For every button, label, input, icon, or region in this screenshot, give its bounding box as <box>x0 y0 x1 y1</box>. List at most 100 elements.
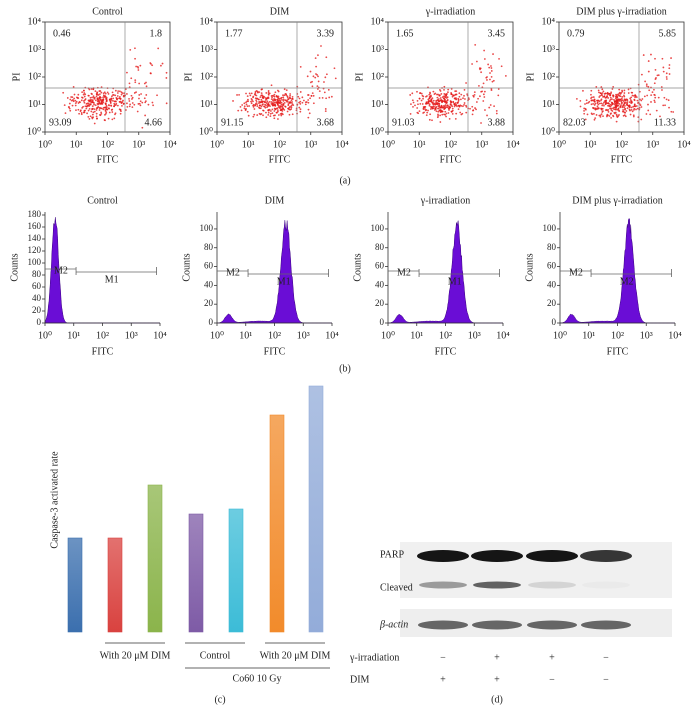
event-dot <box>443 92 446 95</box>
event-dot <box>77 108 80 111</box>
event-dot <box>160 64 162 67</box>
event-dot <box>273 110 276 112</box>
x-tick-label: 10⁴ <box>506 139 520 150</box>
event-dot <box>276 102 278 104</box>
event-dot <box>618 109 620 112</box>
event-dot <box>489 78 491 81</box>
event-dot <box>430 105 432 108</box>
event-dot <box>104 113 106 116</box>
event-dot <box>277 90 280 93</box>
event-dot <box>267 103 269 106</box>
event-dot <box>314 76 317 79</box>
event-dot <box>429 92 431 95</box>
event-dot <box>254 90 257 93</box>
event-dot <box>607 97 610 99</box>
event-dot <box>273 95 276 98</box>
event-dot <box>267 91 270 94</box>
event-dot <box>115 96 118 99</box>
y-tick-label: 10³ <box>200 44 213 55</box>
event-dot <box>584 107 587 110</box>
x-tick-label: 10³ <box>132 139 145 150</box>
event-dot <box>632 115 635 118</box>
event-dot <box>614 112 616 115</box>
event-dot <box>437 113 439 116</box>
event-dot <box>125 93 128 95</box>
event-dot <box>128 82 131 85</box>
row-label: γ-irradiation <box>349 652 399 663</box>
y-tick-label: 160 <box>28 221 42 231</box>
event-dot <box>615 104 618 107</box>
event-dot <box>483 58 486 60</box>
event-dot <box>437 105 440 107</box>
event-dot <box>130 94 133 97</box>
event-dot <box>120 101 123 104</box>
event-dot <box>483 96 486 98</box>
event-dot <box>439 99 442 102</box>
event-dot <box>299 103 302 105</box>
event-dot <box>87 109 90 112</box>
event-dot <box>265 116 268 119</box>
event-dot <box>108 111 111 114</box>
event-dot <box>64 112 67 115</box>
event-dot <box>121 104 123 107</box>
event-dot <box>315 73 317 75</box>
gate-label: M2 <box>54 265 68 276</box>
y-axis-label: Caspase-3 activated rate <box>49 451 60 549</box>
sign: + <box>549 652 555 663</box>
event-dot <box>99 90 102 92</box>
event-dot <box>104 106 107 109</box>
band <box>580 550 632 562</box>
event-dot <box>596 101 599 104</box>
event-dot <box>626 107 629 110</box>
event-dot <box>321 96 324 99</box>
x-tick-label: 10³ <box>125 330 138 341</box>
event-dot <box>281 108 284 110</box>
event-dot <box>606 102 608 105</box>
event-dot <box>283 88 286 91</box>
event-dot <box>254 97 257 100</box>
gate-label: M2 <box>397 267 411 278</box>
event-dot <box>276 109 279 111</box>
x-axis-label: FITC <box>92 346 114 357</box>
event-dot <box>264 99 267 101</box>
event-dot <box>312 94 315 97</box>
event-dot <box>324 110 327 113</box>
event-dot <box>439 114 442 117</box>
event-dot <box>262 109 265 112</box>
event-dot <box>594 102 597 105</box>
event-dot <box>431 119 433 122</box>
event-dot <box>264 97 267 99</box>
event-dot <box>114 104 117 106</box>
event-dot <box>599 114 602 117</box>
event-dot <box>270 98 273 101</box>
event-dot <box>98 97 101 99</box>
event-dot <box>628 101 631 103</box>
quadrant-value: 11.33 <box>654 117 676 128</box>
event-dot <box>128 105 131 108</box>
event-dot <box>624 101 627 104</box>
event-dot <box>450 93 453 96</box>
gate-label: M2 <box>569 267 583 278</box>
event-dot <box>479 95 481 98</box>
event-dot <box>633 105 636 108</box>
event-dot <box>458 92 461 95</box>
event-dot <box>253 93 256 96</box>
event-dot <box>121 92 124 95</box>
event-dot <box>445 112 448 115</box>
event-dot <box>85 107 88 110</box>
event-dot <box>590 93 592 96</box>
event-dot <box>579 105 582 108</box>
event-dot <box>239 105 242 108</box>
event-dot <box>298 97 301 100</box>
event-dot <box>450 92 453 94</box>
y-tick-label: 60 <box>375 261 385 271</box>
x-tick-label: 10⁰ <box>210 139 224 150</box>
x-tick-label: 10¹ <box>67 330 80 341</box>
event-dot <box>330 95 333 98</box>
event-dot <box>479 68 481 71</box>
event-dot <box>327 88 330 91</box>
quadrant-value: 3.88 <box>488 117 506 128</box>
event-dot <box>606 114 609 117</box>
x-tick-label: 10⁴ <box>496 330 510 341</box>
event-dot <box>311 85 314 88</box>
